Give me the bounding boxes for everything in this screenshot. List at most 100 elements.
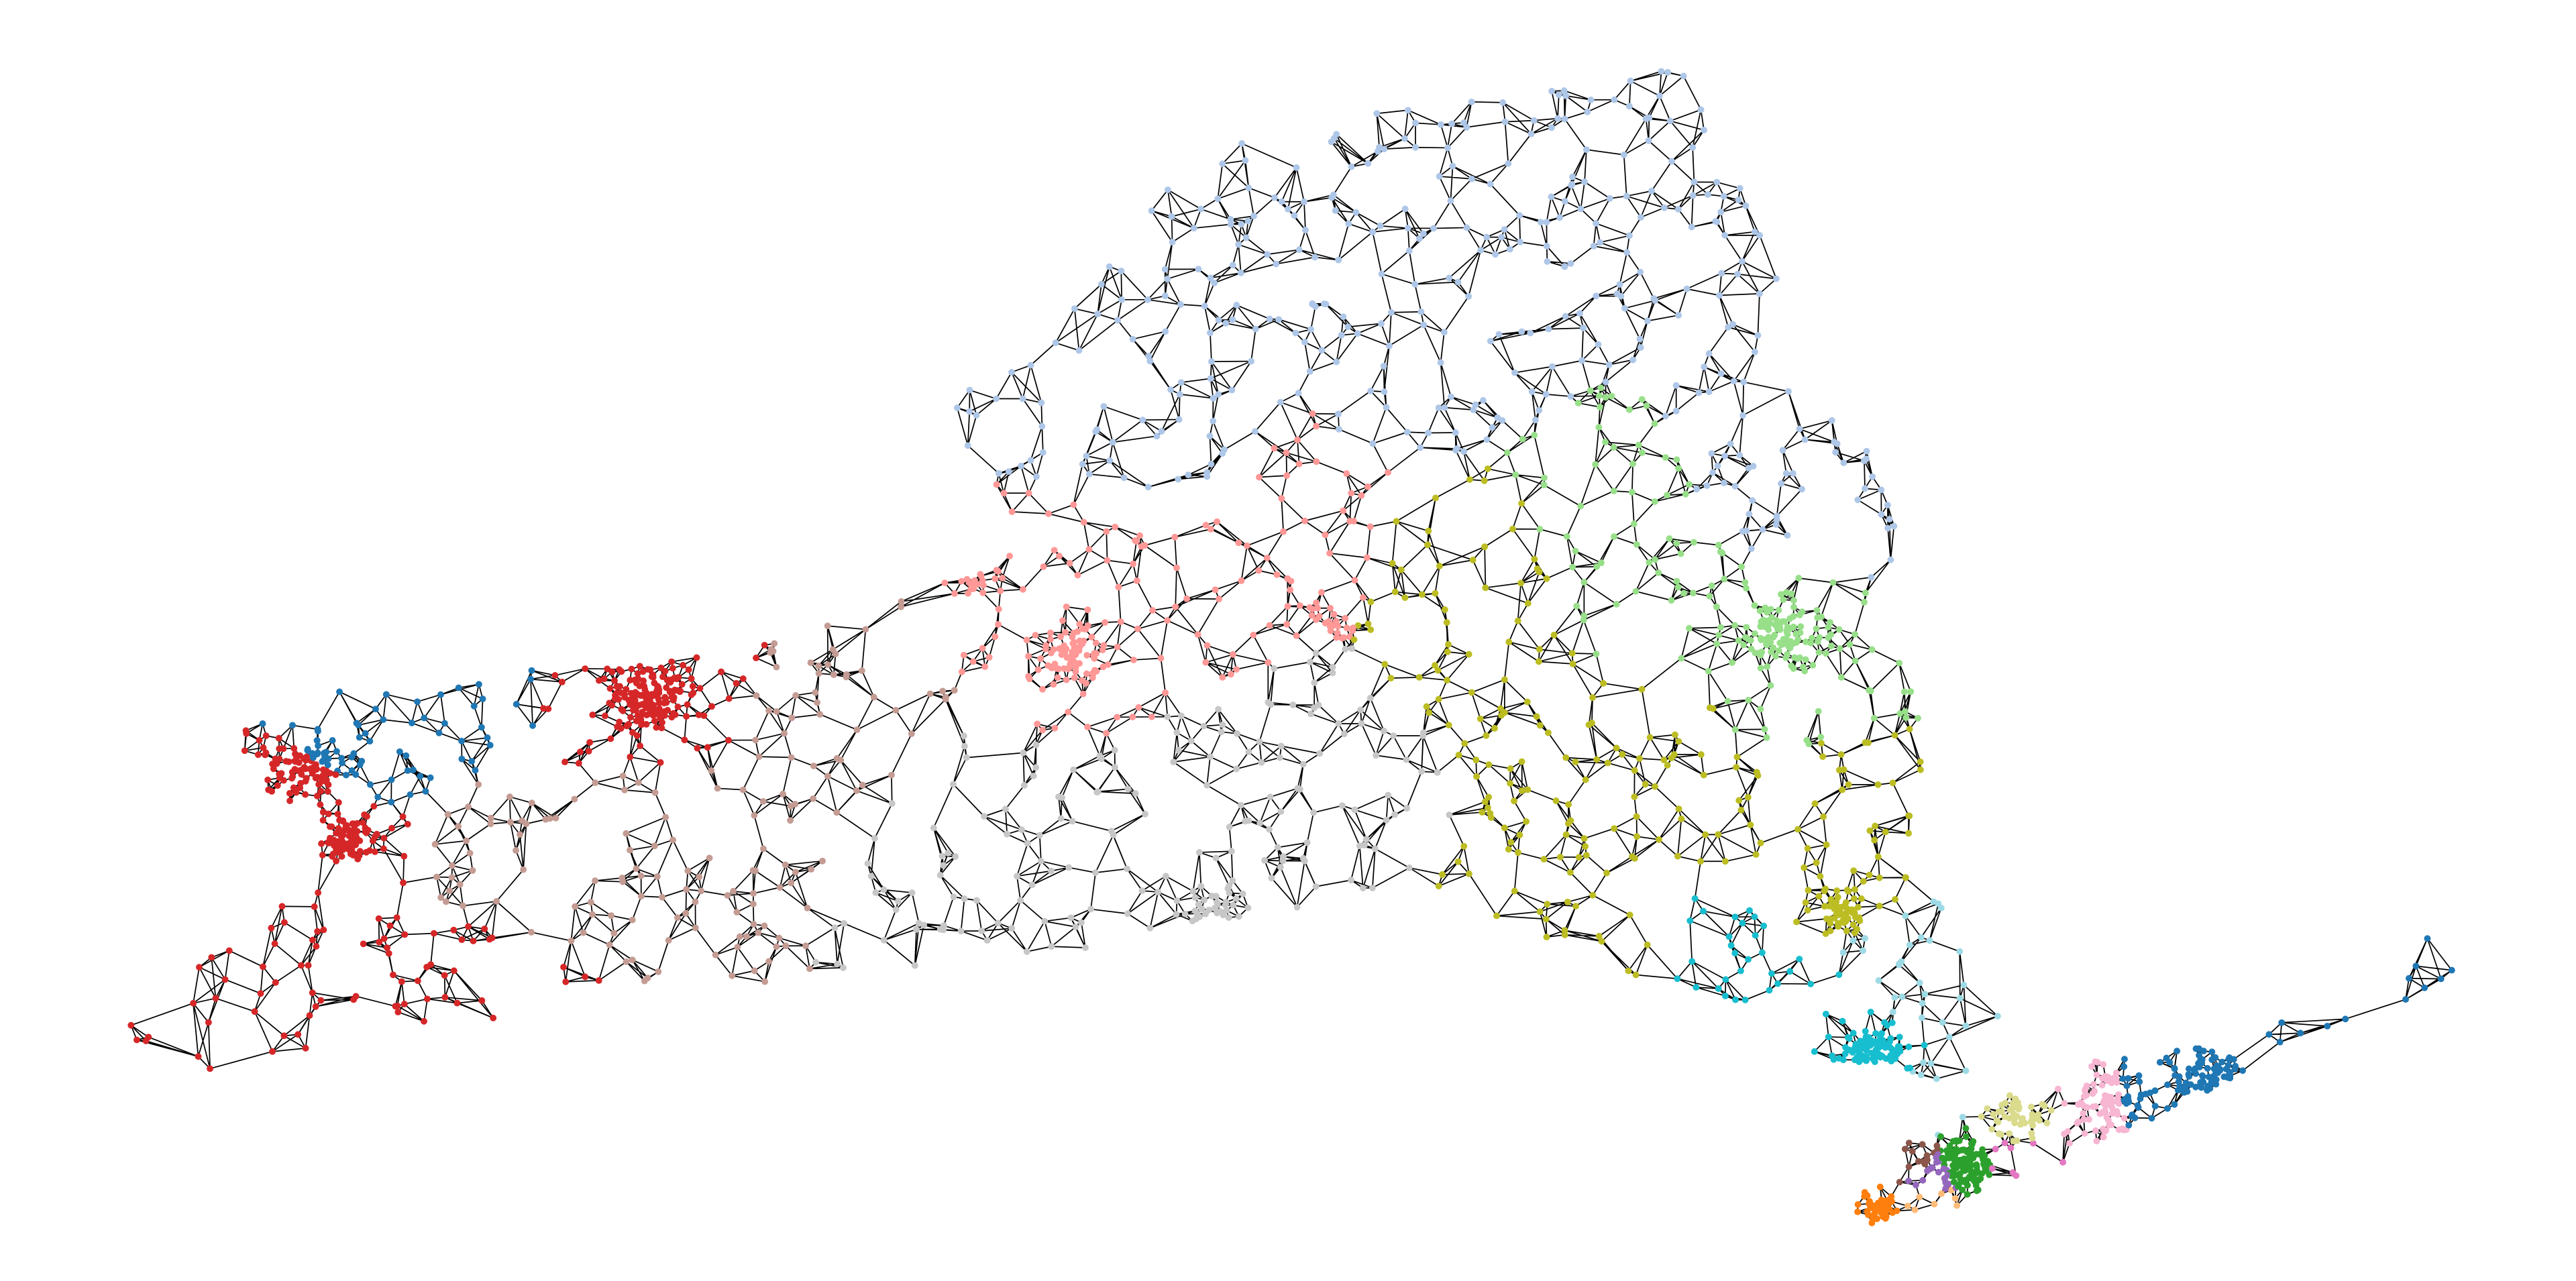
node — [1960, 981, 1968, 989]
node — [2142, 1091, 2149, 1098]
node — [1589, 891, 1597, 899]
node — [1758, 949, 1766, 956]
node — [1635, 441, 1642, 449]
node — [639, 668, 647, 675]
node — [1839, 949, 1847, 956]
node — [2092, 1058, 2099, 1065]
node — [812, 958, 820, 966]
node — [407, 791, 414, 798]
node — [1446, 274, 1453, 282]
node — [421, 714, 428, 722]
node — [1219, 160, 1226, 168]
node — [1868, 573, 1875, 581]
node — [1311, 679, 1318, 686]
node — [1839, 786, 1846, 793]
node — [1039, 685, 1046, 693]
node — [1715, 541, 1722, 549]
node — [577, 748, 584, 755]
node — [673, 675, 680, 683]
node — [613, 683, 621, 690]
node — [1890, 522, 1898, 530]
node — [1993, 1117, 2000, 1124]
node — [1212, 854, 1220, 862]
node — [1729, 659, 1736, 666]
node — [329, 736, 336, 744]
node — [1299, 761, 1307, 768]
node — [780, 790, 787, 797]
node — [1866, 827, 1874, 834]
node — [1541, 474, 1548, 482]
node — [999, 575, 1006, 581]
node — [400, 879, 407, 887]
node — [294, 1031, 302, 1038]
node — [388, 799, 395, 805]
node — [1195, 848, 1203, 856]
node — [1548, 87, 1556, 95]
node — [337, 828, 344, 836]
node — [1369, 228, 1377, 235]
node — [2437, 975, 2445, 983]
node — [1876, 874, 1883, 881]
node — [1531, 555, 1538, 563]
node — [1803, 736, 1811, 744]
node — [1441, 606, 1448, 613]
node — [913, 926, 920, 933]
node — [1784, 388, 1792, 395]
node — [455, 684, 462, 691]
node — [305, 962, 312, 969]
node — [2151, 1103, 2159, 1110]
node — [1287, 586, 1294, 594]
node — [1644, 941, 1651, 948]
node — [1593, 651, 1600, 657]
node — [1313, 423, 1320, 430]
node — [1135, 704, 1142, 711]
node — [1773, 516, 1780, 524]
node — [336, 688, 343, 695]
node — [1851, 657, 1859, 665]
node — [1979, 1146, 1986, 1153]
node — [1590, 242, 1597, 249]
node — [1582, 843, 1589, 850]
node — [312, 761, 319, 769]
node — [1023, 636, 1030, 644]
node — [297, 779, 305, 787]
node — [963, 754, 970, 761]
node — [572, 903, 579, 910]
edges — [130, 70, 2453, 1224]
node — [611, 695, 619, 703]
node — [332, 771, 339, 779]
node — [1674, 206, 1682, 213]
node — [356, 734, 363, 741]
node — [1509, 525, 1516, 533]
node — [1465, 292, 1472, 300]
node — [280, 1032, 288, 1040]
node — [2276, 1038, 2284, 1046]
node — [689, 683, 696, 690]
node — [1542, 390, 1550, 398]
node — [1313, 599, 1320, 606]
node — [1680, 72, 1687, 80]
node — [1360, 594, 1367, 601]
node — [1138, 543, 1145, 550]
node — [1854, 1201, 1862, 1208]
node — [1146, 357, 1154, 365]
node — [1444, 144, 1451, 152]
node — [257, 990, 264, 997]
node — [958, 577, 965, 585]
node — [936, 926, 944, 933]
node — [1354, 330, 1361, 337]
node — [264, 776, 272, 783]
node — [1642, 115, 1650, 122]
node — [751, 967, 758, 974]
node — [1340, 507, 1347, 514]
node — [1787, 638, 1794, 645]
node — [1637, 268, 1644, 276]
node — [1197, 883, 1205, 890]
node — [1901, 708, 1909, 715]
node — [384, 944, 391, 952]
node — [1440, 329, 1448, 336]
node — [750, 921, 757, 928]
node — [2230, 1056, 2237, 1063]
node — [1548, 124, 1555, 131]
node — [380, 845, 387, 852]
